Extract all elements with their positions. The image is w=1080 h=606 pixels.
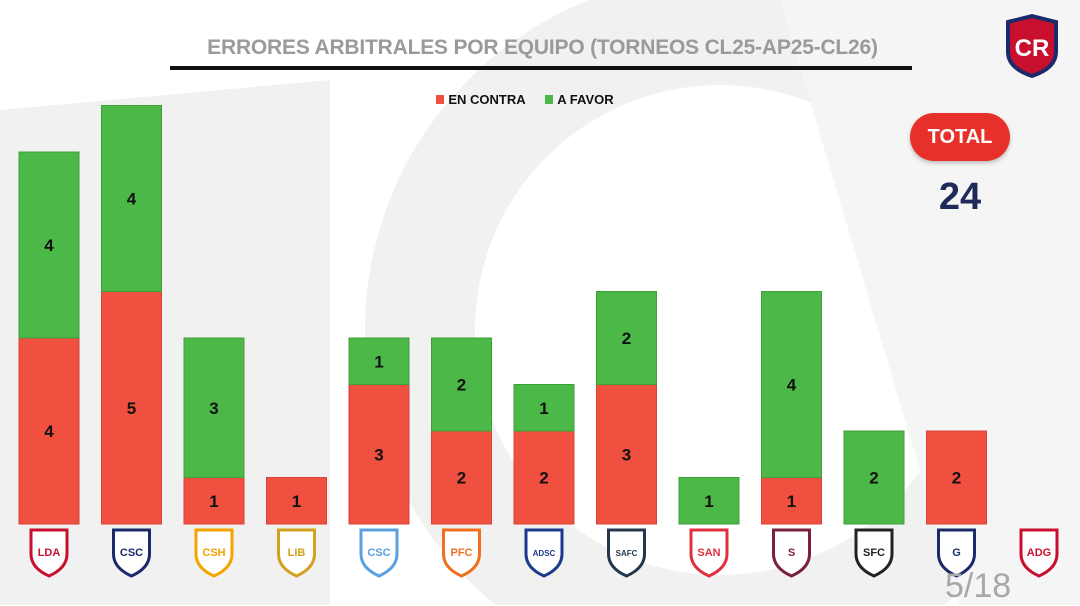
data-label: 2 [539, 469, 548, 488]
data-label: 4 [44, 422, 54, 441]
legend-a-favor: A FAVOR [545, 92, 614, 107]
bar-a-favor [678, 477, 740, 525]
bar-en-contra [18, 337, 80, 525]
bar-a-favor [761, 291, 822, 478]
data-label: 5 [127, 399, 136, 418]
data-label: 3 [622, 445, 631, 464]
bar-a-favor [348, 337, 410, 385]
legend-label: A FAVOR [557, 92, 614, 107]
team-logo-text: CSC [120, 547, 143, 559]
team-logo-saprissa [772, 528, 811, 578]
title-underline [170, 66, 912, 70]
data-label: 1 [209, 492, 218, 511]
data-label: 3 [209, 399, 218, 418]
chart-title: ERRORES ARBITRALES POR EQUIPO (TORNEOS C… [207, 36, 878, 59]
team-logo-text: PFC [451, 547, 473, 559]
legend-swatch-en-contra [436, 95, 445, 104]
legend: EN CONTRA A FAVOR [0, 92, 1050, 107]
total-badge: TOTAL [910, 113, 1010, 161]
federation-logo: CR [1006, 13, 1058, 78]
data-label: 4 [44, 236, 54, 255]
data-label: 1 [704, 492, 713, 511]
data-label: 4 [127, 190, 137, 209]
team-logo-santa-ana [607, 528, 646, 578]
bar-a-favor [101, 105, 162, 292]
team-logo-cartaginés [359, 528, 399, 578]
bar-en-contra [101, 291, 162, 525]
bar-a-favor [843, 430, 905, 525]
team-logo-text: LIB [288, 547, 306, 559]
data-label: 1 [374, 352, 383, 371]
team-logo-herediano [194, 528, 234, 578]
page-number: 5/18 [945, 567, 1012, 605]
team-logo-text: SFC [863, 547, 885, 559]
team-logo-liberia [277, 528, 316, 578]
svg-text:CR: CR [1015, 35, 1050, 62]
team-logo-csc [112, 528, 151, 578]
data-label: 1 [539, 399, 548, 418]
bar-en-contra [513, 430, 575, 525]
team-logo-text: LDA [38, 547, 61, 559]
team-logo-text: ADG [1027, 547, 1051, 559]
team-logo-lda [29, 528, 69, 578]
data-label: 2 [457, 376, 466, 395]
team-logo-text: S [788, 547, 795, 559]
total-value: 24 [938, 176, 982, 218]
data-label: 2 [869, 469, 878, 488]
data-label: 2 [457, 469, 466, 488]
team-logo-text: SAN [697, 547, 720, 559]
bar-a-favor [18, 151, 80, 339]
team-logo-adsc [524, 528, 564, 578]
legend-en-contra: EN CONTRA [436, 92, 526, 107]
team-logo-guadalupe [937, 528, 976, 578]
data-label: 3 [374, 445, 383, 464]
bar-a-favor [513, 384, 575, 432]
team-logo-text: CSH [202, 547, 225, 559]
team-logo-adg [1019, 528, 1059, 578]
bar-en-contra [266, 477, 327, 525]
bar-en-contra [183, 477, 245, 525]
data-label: 2 [622, 329, 631, 348]
team-logo-pfc [442, 528, 481, 578]
data-label: 1 [787, 492, 796, 511]
team-logo-text: SAFC [616, 549, 638, 558]
legend-swatch-a-favor [545, 95, 554, 104]
bar-en-contra [926, 430, 987, 525]
team-logo-text: ADSC [533, 549, 556, 558]
bar-a-favor [431, 337, 492, 432]
team-logo-text: CSC [367, 547, 390, 559]
data-label: 1 [292, 492, 301, 511]
legend-label: EN CONTRA [448, 92, 526, 107]
data-label: 2 [952, 469, 961, 488]
bar-en-contra [596, 384, 657, 525]
bar-en-contra [761, 477, 822, 525]
bar-en-contra [431, 430, 492, 525]
bar-a-favor [183, 337, 245, 478]
team-logo-sporting [854, 528, 894, 578]
team-logo-santos [689, 528, 729, 578]
bar-a-favor [596, 291, 657, 385]
data-label: 4 [787, 376, 797, 395]
team-logo-text: G [952, 547, 961, 559]
